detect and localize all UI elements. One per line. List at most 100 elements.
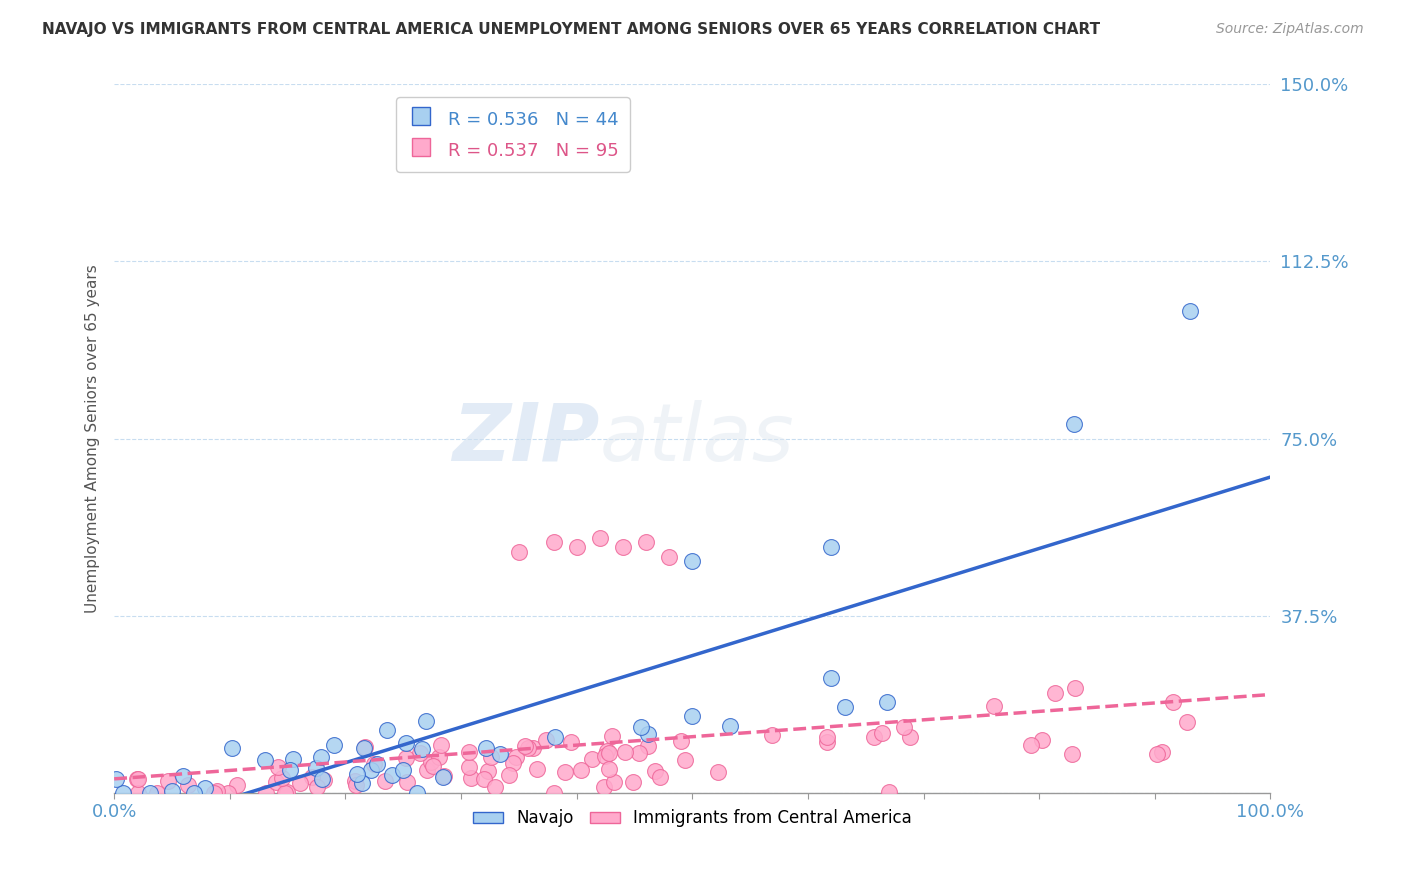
Point <box>628 746 651 760</box>
Point <box>270 772 292 786</box>
Point <box>484 780 506 794</box>
Point <box>489 747 512 762</box>
Point <box>1019 738 1042 752</box>
Point <box>127 786 149 800</box>
Point <box>898 730 921 744</box>
Point <box>603 774 626 789</box>
Point <box>194 780 217 795</box>
Point <box>366 756 388 771</box>
Point <box>673 752 696 766</box>
Point <box>177 779 200 793</box>
Point <box>614 745 637 759</box>
Point <box>312 773 335 788</box>
Point <box>1178 304 1201 318</box>
Point <box>139 786 162 800</box>
Point <box>718 719 741 733</box>
Point <box>820 540 842 554</box>
Point <box>156 773 179 788</box>
Point <box>517 740 540 755</box>
Point <box>221 741 243 756</box>
Point <box>630 720 652 734</box>
Point <box>505 750 527 764</box>
Point <box>160 784 183 798</box>
Point <box>498 768 520 782</box>
Point <box>598 746 620 760</box>
Point <box>172 769 194 783</box>
Point <box>581 752 603 766</box>
Point <box>596 744 619 758</box>
Point <box>104 772 127 787</box>
Point <box>288 776 311 790</box>
Point <box>508 545 530 559</box>
Point <box>877 785 900 799</box>
Point <box>589 531 612 545</box>
Point <box>254 786 277 800</box>
Point <box>395 736 418 750</box>
Point <box>1146 747 1168 761</box>
Point <box>1175 715 1198 730</box>
Point <box>644 764 666 778</box>
Point <box>707 764 730 779</box>
Point <box>1064 681 1087 696</box>
Point <box>502 756 524 771</box>
Point <box>354 739 377 754</box>
Point <box>375 723 398 737</box>
Point <box>560 735 582 749</box>
Point <box>276 785 298 799</box>
Point <box>554 764 576 779</box>
Point <box>278 763 301 777</box>
Text: Source: ZipAtlas.com: Source: ZipAtlas.com <box>1216 22 1364 37</box>
Point <box>301 770 323 784</box>
Point <box>406 786 429 800</box>
Point <box>648 770 671 784</box>
Point <box>600 729 623 743</box>
Text: NAVAJO VS IMMIGRANTS FROM CENTRAL AMERICA UNEMPLOYMENT AMONG SENIORS OVER 65 YEA: NAVAJO VS IMMIGRANTS FROM CENTRAL AMERIC… <box>42 22 1101 37</box>
Point <box>1060 747 1083 761</box>
Point <box>1161 695 1184 709</box>
Point <box>544 730 567 744</box>
Point <box>669 733 692 747</box>
Point <box>658 549 681 564</box>
Point <box>419 755 441 769</box>
Point <box>274 786 297 800</box>
Point <box>1031 733 1053 747</box>
Point <box>761 728 783 742</box>
Point <box>543 786 565 800</box>
Point <box>422 759 444 773</box>
Point <box>395 751 418 765</box>
Point <box>477 764 499 778</box>
Point <box>264 774 287 789</box>
Point <box>637 739 659 753</box>
Point <box>254 754 277 768</box>
Point <box>637 727 659 741</box>
Point <box>363 757 385 772</box>
Point <box>396 775 419 789</box>
Point <box>1063 417 1085 432</box>
Point <box>374 773 396 788</box>
Point <box>353 741 375 756</box>
Y-axis label: Unemployment Among Seniors over 65 years: Unemployment Among Seniors over 65 years <box>86 264 100 613</box>
Point <box>311 772 333 787</box>
Legend: Navajo, Immigrants from Central America: Navajo, Immigrants from Central America <box>465 803 918 834</box>
Point <box>322 738 344 752</box>
Point <box>870 726 893 740</box>
Point <box>815 735 838 749</box>
Point <box>457 760 479 774</box>
Text: ZIP: ZIP <box>453 400 600 477</box>
Point <box>352 776 374 790</box>
Point <box>612 540 634 554</box>
Point <box>392 763 415 777</box>
Point <box>433 769 456 783</box>
Point <box>820 671 842 685</box>
Text: atlas: atlas <box>600 400 794 477</box>
Point <box>569 763 592 777</box>
Point <box>681 709 703 723</box>
Point <box>305 780 328 795</box>
Point <box>205 784 228 798</box>
Point <box>343 774 366 789</box>
Point <box>593 748 616 763</box>
Point <box>460 772 482 786</box>
Point <box>416 763 439 777</box>
Point <box>983 698 1005 713</box>
Point <box>111 786 134 800</box>
